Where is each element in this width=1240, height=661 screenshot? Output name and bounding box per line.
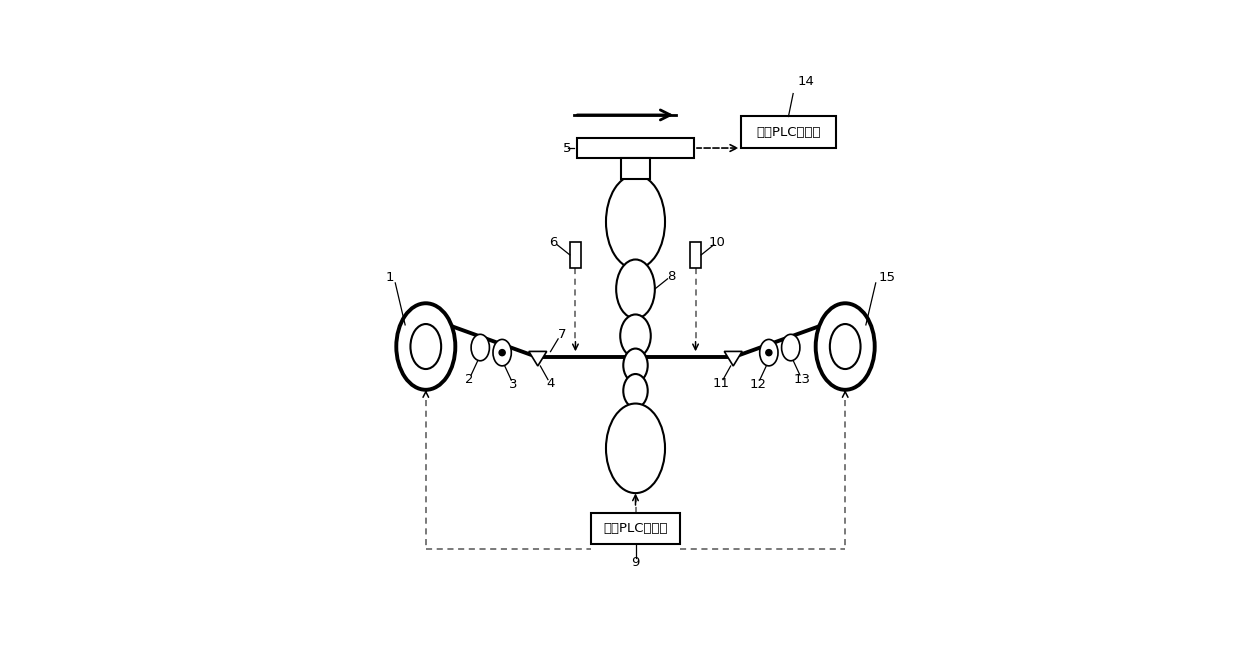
Text: 13: 13 [794,373,811,385]
Ellipse shape [620,315,651,357]
Text: 4: 4 [547,377,554,390]
Text: 7: 7 [558,329,567,341]
Bar [689,242,701,268]
Polygon shape [724,352,743,366]
Ellipse shape [494,339,511,366]
Text: 传动PLC控制器: 传动PLC控制器 [603,522,668,535]
Text: 工艿PLC控制器: 工艿PLC控制器 [756,126,821,139]
Ellipse shape [624,374,647,408]
Text: 14: 14 [797,75,815,89]
Bar [621,158,650,178]
Text: 8: 8 [667,270,676,283]
Ellipse shape [606,403,665,493]
Ellipse shape [816,303,874,390]
Ellipse shape [397,303,455,390]
Text: 12: 12 [749,377,766,391]
Bar [742,116,836,148]
Text: 3: 3 [510,377,517,391]
Text: 10: 10 [709,236,725,249]
Text: 11: 11 [713,377,729,390]
Text: 2: 2 [465,373,474,385]
Polygon shape [528,352,547,366]
Ellipse shape [410,324,441,369]
Circle shape [498,350,505,356]
Text: 15: 15 [879,271,895,284]
Ellipse shape [616,260,655,319]
Text: 1: 1 [386,271,394,284]
Text: 6: 6 [549,236,557,249]
Ellipse shape [830,324,861,369]
Text: 5: 5 [563,141,572,155]
Ellipse shape [606,175,665,268]
Ellipse shape [760,339,777,366]
Bar [577,138,694,158]
Circle shape [766,350,773,356]
Ellipse shape [781,334,800,361]
Ellipse shape [624,348,647,382]
Ellipse shape [471,334,490,361]
Bar [570,242,582,268]
Text: 9: 9 [631,557,640,569]
Bar [591,513,680,543]
